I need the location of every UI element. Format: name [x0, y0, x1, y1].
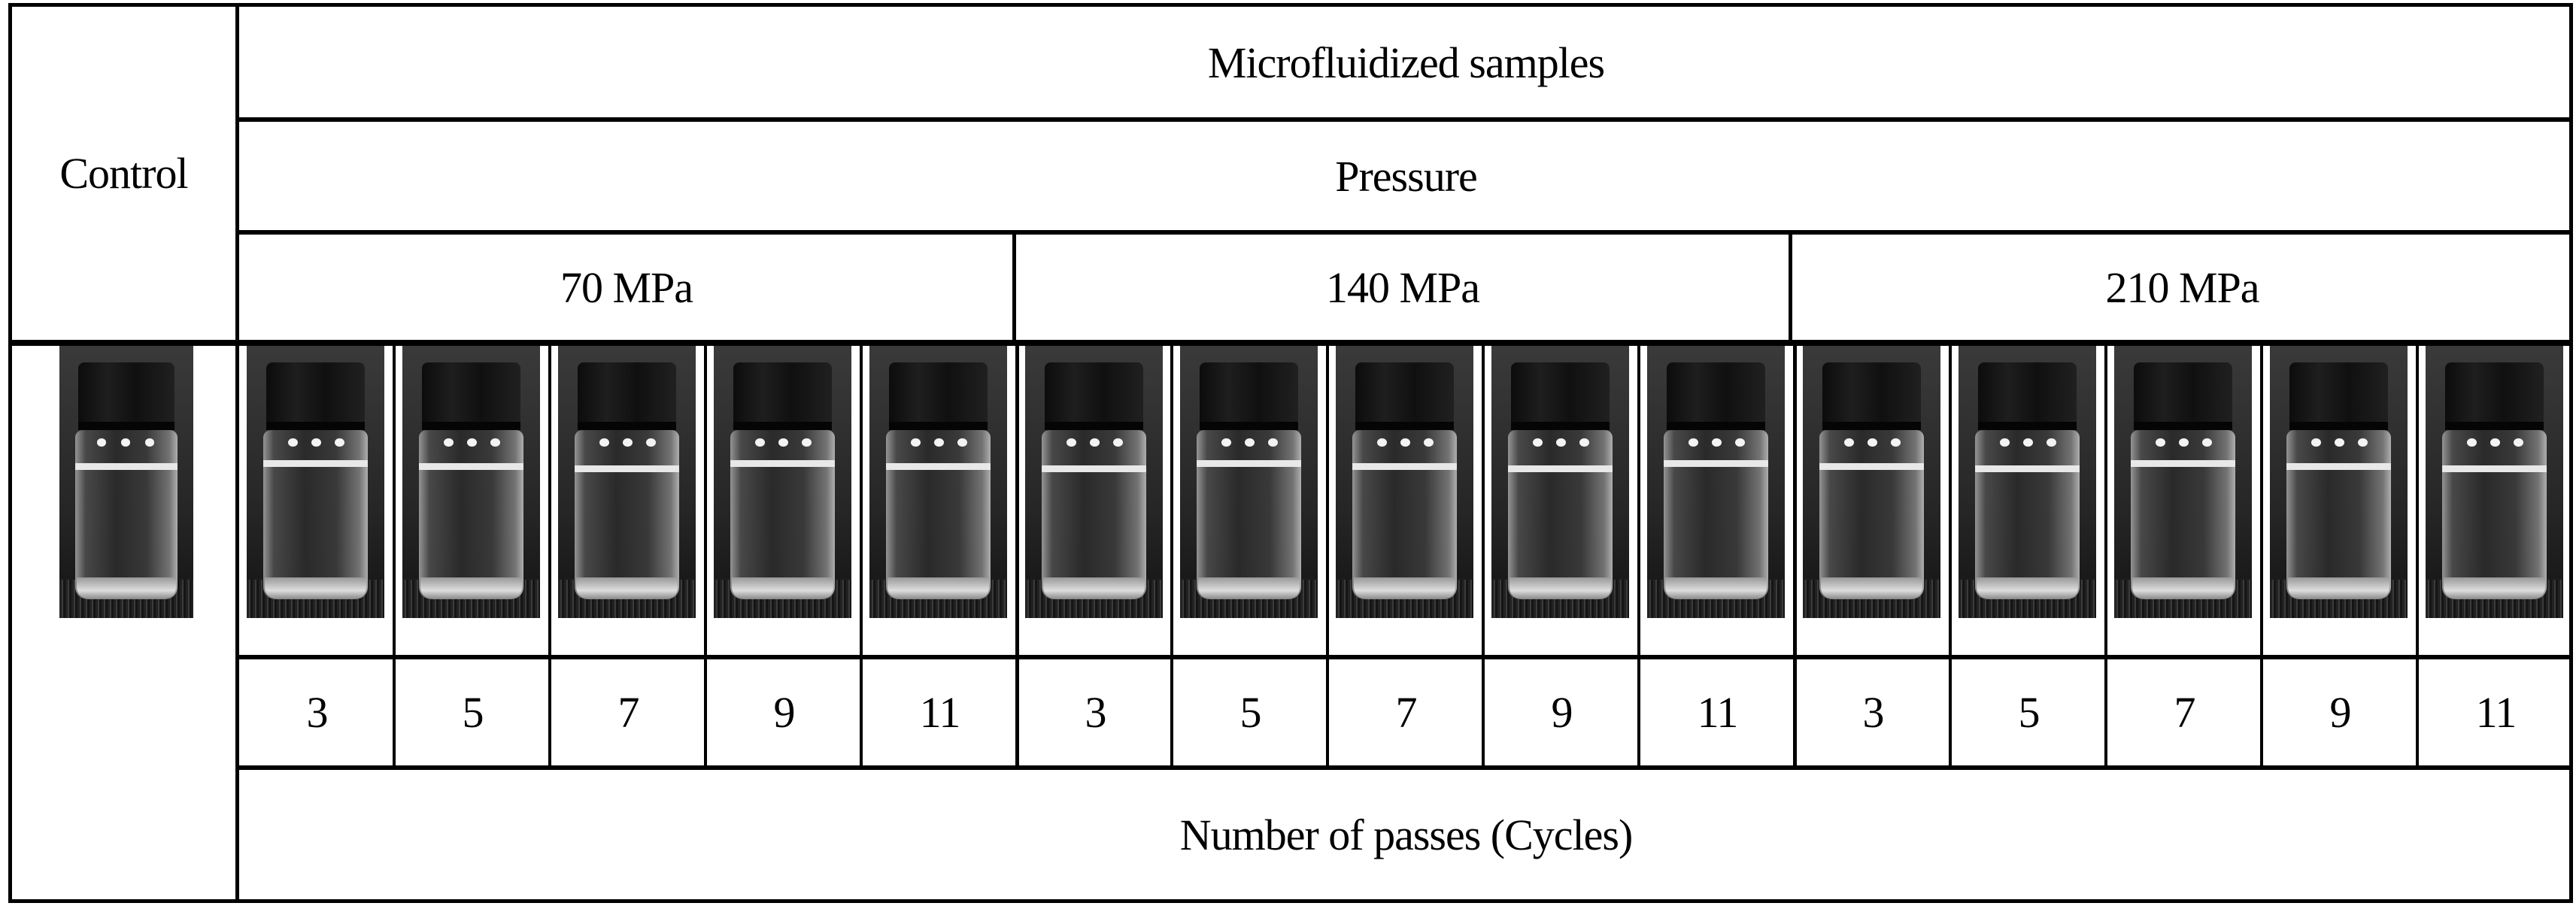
divider	[1482, 340, 1485, 770]
pass-count-cell: 9	[2262, 659, 2418, 765]
passes-axis-label: Number of passes (Cycles)	[239, 770, 2573, 899]
pass-count-cell: 7	[551, 659, 706, 765]
sample-vial-photo	[1336, 346, 1473, 618]
divider	[12, 340, 2573, 346]
divider	[860, 340, 863, 770]
divider	[1793, 340, 1797, 770]
group-header-label: Microfluidized samples	[1207, 38, 1605, 87]
divider	[2416, 340, 2419, 770]
divider	[1789, 230, 1792, 340]
pass-count-cell: 9	[1484, 659, 1640, 765]
divider	[1012, 230, 1016, 340]
pass-count-cell: 5	[1173, 659, 1328, 765]
pressure-70-header: 70 MPa	[239, 235, 1014, 340]
sample-vial-photo	[402, 346, 540, 618]
sample-vial-photo	[2426, 346, 2563, 618]
divider	[1170, 340, 1173, 770]
pass-count: 11	[2475, 688, 2517, 737]
pass-count: 3	[1862, 688, 1885, 737]
sample-vial-photo	[2114, 346, 2252, 618]
pressure-210-header: 210 MPa	[1792, 235, 2573, 340]
pass-count: 5	[462, 688, 484, 737]
sample-vial-photo	[869, 346, 1007, 618]
divider	[393, 340, 396, 770]
divider	[2260, 340, 2263, 770]
pass-count-cell: 3	[1018, 659, 1173, 765]
passes-axis-label-text: Number of passes (Cycles)	[1179, 810, 1634, 859]
pass-count: 7	[2174, 688, 2196, 737]
divider	[235, 765, 2573, 770]
divider	[235, 117, 2573, 122]
control-header-label: Control	[59, 149, 188, 198]
pressure-label: 140 MPa	[1325, 262, 1480, 312]
control-header: Control	[12, 7, 235, 340]
sample-table: Control Microfluidized samples Pressure …	[8, 3, 2573, 903]
pass-count: 3	[306, 688, 329, 737]
pass-count-cell: 5	[1951, 659, 2107, 765]
sample-vial-photo	[1491, 346, 1629, 618]
divider	[1949, 340, 1952, 770]
divider	[235, 230, 2573, 235]
sample-vial-photo	[1180, 346, 1318, 618]
sample-vial-photo	[247, 346, 384, 618]
pass-count-cell: 5	[395, 659, 551, 765]
pass-count-cell: 11	[2418, 659, 2574, 765]
sample-vial-photo	[1803, 346, 1940, 618]
divider	[1637, 340, 1640, 770]
pass-count-cell: 9	[706, 659, 862, 765]
pass-count-cell: 7	[1328, 659, 1484, 765]
divider	[235, 7, 239, 899]
pressure-140-header: 140 MPa	[1015, 235, 1790, 340]
pass-count: 5	[2018, 688, 2040, 737]
factor-header-label: Pressure	[1335, 152, 1478, 201]
sample-vial-photo	[714, 346, 851, 618]
pressure-label: 70 MPa	[560, 262, 693, 312]
control-vial-photo	[59, 346, 193, 618]
pass-count: 3	[1085, 688, 1107, 737]
sample-vial-photo	[1647, 346, 1785, 618]
divider	[1015, 340, 1019, 770]
factor-header: Pressure	[239, 122, 2573, 231]
sample-vial-photo	[1959, 346, 2096, 618]
divider	[548, 340, 551, 770]
divider	[704, 340, 707, 770]
pass-count-cell: 3	[239, 659, 395, 765]
pass-count-cell: 3	[1795, 659, 1951, 765]
pass-count: 11	[1697, 688, 1739, 737]
pass-count-cell: 7	[2107, 659, 2262, 765]
pass-count: 7	[617, 688, 640, 737]
sample-vial-photo	[2270, 346, 2408, 618]
divider	[1326, 340, 1329, 770]
divider	[2104, 340, 2107, 770]
pass-count: 9	[773, 688, 796, 737]
sample-vial-photo	[558, 346, 696, 618]
pass-count-cell: 11	[1640, 659, 1795, 765]
pass-count: 5	[1239, 688, 1262, 737]
pass-count: 9	[2329, 688, 2352, 737]
divider	[235, 655, 2573, 659]
pass-count: 7	[1395, 688, 1418, 737]
pass-count: 9	[1551, 688, 1573, 737]
sample-vial-photo	[1025, 346, 1163, 618]
group-header: Microfluidized samples	[239, 7, 2573, 118]
pass-count-cell: 11	[862, 659, 1018, 765]
pressure-label: 210 MPa	[2105, 262, 2259, 312]
pass-count: 11	[919, 688, 961, 737]
